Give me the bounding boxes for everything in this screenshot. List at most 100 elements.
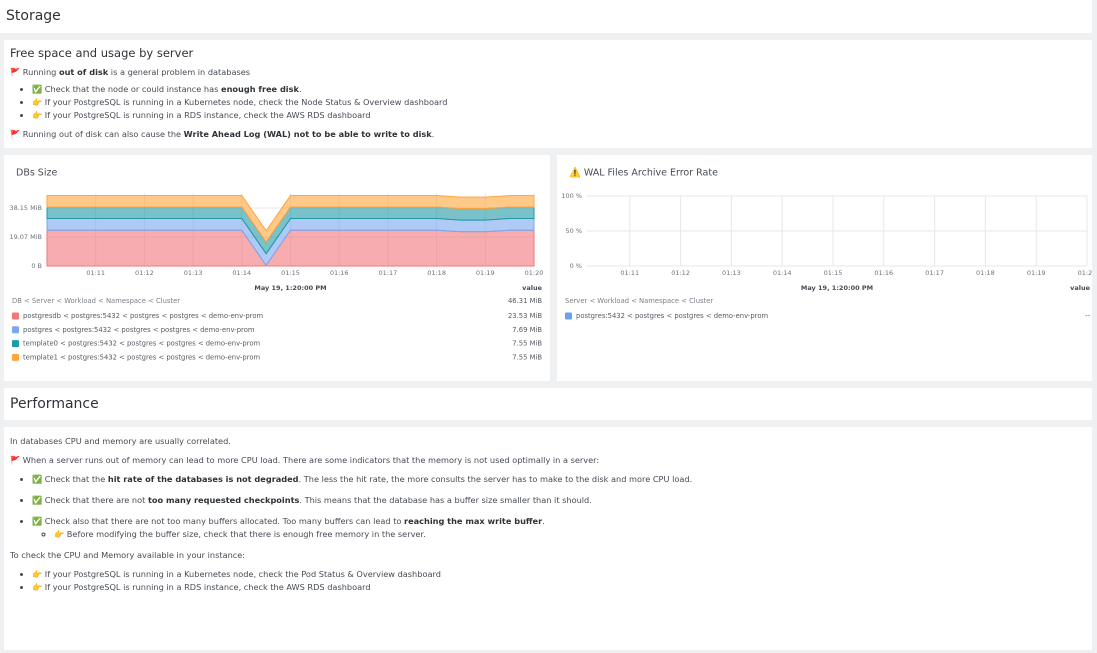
legend-value-header: value (1070, 284, 1090, 292)
chart-title: ⚠️ WAL Files Archive Error Rate (569, 167, 718, 179)
list-item: 👉 If your PostgreSQL is running in a Kub… (32, 96, 1086, 109)
bold-text: enough free disk (221, 84, 299, 94)
list-item: 👉 If your PostgreSQL is running in a Kub… (32, 568, 1086, 581)
legend-label: postgres < postgres:5432 < postgres < po… (23, 326, 255, 334)
legend-value: 7.69 MiB (512, 326, 542, 334)
list-item: ✅ Check that the node or could instance … (32, 83, 1086, 96)
text: ✅ Check that there are not (32, 495, 148, 505)
text: 👉 Before modifying the buffer size, chec… (54, 529, 426, 539)
text: is a general problem in databases (108, 67, 251, 77)
x-tick-label: 01:12 (135, 269, 154, 277)
x-tick-label: 01:15 (824, 269, 843, 277)
chart-title: DBs Size (16, 168, 57, 179)
list: ✅ Check that the hit rate of the databas… (10, 473, 1086, 541)
legend-swatch (12, 353, 19, 361)
x-tick-label: 01:12 (671, 269, 690, 277)
bold-text: hit rate of the databases is not degrade… (107, 474, 299, 484)
x-tick-label: 01:19 (476, 269, 495, 277)
dbs-size-panel: DBs Size 0 B 19.07 MiB 38.15 MiB 01:11 01:12 0… (4, 155, 550, 381)
list-item: 👉 If your PostgreSQL is running in a RDS… (32, 109, 1086, 122)
text: 🚩 Running (10, 67, 59, 77)
x-tick-label: 01:19 (1027, 269, 1046, 277)
bold-text: Write Ahead Log (WAL) not to be able to … (183, 129, 432, 139)
text: . (431, 129, 435, 139)
x-axis-label: May 19, 1:20:00 PM (801, 284, 873, 292)
paragraph: 🚩 When a server runs out of memory can l… (10, 454, 1086, 467)
text: In databases CPU and memory are usually … (10, 436, 231, 446)
x-tick-label: 01:18 (976, 269, 995, 277)
x-tick-label: 01:16 (330, 269, 349, 277)
y-tick-label: 38.15 MiB (9, 204, 42, 212)
legend-value: 7.55 MiB (512, 353, 542, 361)
chart: DBs Size 0 B 19.07 MiB 38.15 MiB 01:11 01:12 0… (9, 168, 544, 362)
performance-panel: In databases CPU and memory are usually … (4, 427, 1092, 650)
paragraph: 🚩 Running out of disk is a general probl… (10, 66, 1086, 79)
text: 👉 If your PostgreSQL is running in a Kub… (32, 569, 441, 579)
wal-panel: ⚠️ WAL Files Archive Error Rate 0 % 50 % 10… (557, 155, 1092, 381)
text: ✅ Check that the node or could instance … (32, 84, 222, 94)
list-item: 👉 Before modifying the buffer size, chec… (54, 528, 1086, 541)
x-tick-label: 01:20 (525, 269, 544, 277)
sub-list: 👉 Before modifying the buffer size, chec… (32, 528, 1086, 541)
text: To check the CPU and Memory available in… (10, 550, 246, 560)
y-tick-label: 50 % (565, 227, 582, 235)
area (46, 229, 535, 267)
area (46, 195, 535, 244)
x-axis-label: May 19, 1:20:00 PM (254, 284, 326, 292)
row-title: Performance (10, 396, 99, 412)
panel-title: Free space and usage by server (10, 46, 194, 60)
x-tick-label: 01:15 (281, 269, 300, 277)
x-tick-label: 01:11 (620, 269, 639, 277)
y-tick-label: 0 % (570, 262, 582, 270)
text: 👉 If your PostgreSQL is running in a Kub… (32, 97, 448, 107)
paragraph: In databases CPU and memory are usually … (10, 435, 1086, 448)
bold-text: reaching the max write buffer (404, 516, 543, 526)
x-tick-label: 01:14 (773, 269, 792, 277)
text: 👉 If your PostgreSQL is running in a RDS… (32, 110, 371, 120)
bold-text: out of disk (58, 67, 109, 77)
legend-swatch (12, 312, 19, 320)
legend-value-header: value (522, 284, 542, 292)
text: . The less the hit rate, the more consul… (298, 474, 693, 484)
list-item: ✅ Check that there are not too many requ… (32, 494, 1086, 507)
paragraph: To check the CPU and Memory available in… (10, 549, 1086, 562)
x-tick-label: 01:13 (722, 269, 741, 277)
legend-label: template0 < postgres:5432 < postgres < p… (23, 340, 260, 348)
y-tick-label: 100 % (561, 192, 582, 200)
y-tick-label: 19.07 MiB (9, 233, 42, 241)
storage-row[interactable]: Storage (0, 0, 1092, 33)
y-tick-label: 0 B (31, 262, 42, 270)
legend-value: 7.55 MiB (512, 340, 542, 348)
x-tick-label: 01:13 (184, 269, 203, 277)
legend-value: -- (1085, 312, 1090, 320)
row-title: Storage (6, 8, 61, 24)
x-tick-label: 01:11 (86, 269, 105, 277)
text: . (298, 84, 302, 94)
text: ✅ Check that the (32, 474, 108, 484)
legend-header: DB < Server < Workload < Namespace < Clu… (12, 297, 180, 305)
panel-body: 🚩 Running out of disk is a general probl… (10, 66, 1086, 141)
legend-swatch (12, 326, 19, 334)
x-tick-label: 01:17 (925, 269, 944, 277)
paragraph: 🚩 Running out of disk can also cause the… (10, 128, 1086, 141)
x-tick-label: 01:16 (874, 269, 893, 277)
text: 🚩 Running out of disk can also cause the (10, 129, 184, 139)
panel-body: In databases CPU and memory are usually … (10, 435, 1086, 594)
text: . (542, 516, 545, 526)
x-tick-label: 01:20 (1078, 269, 1092, 277)
text: ✅ Check also that there are not too many… (32, 516, 405, 526)
performance-row[interactable]: Performance (4, 388, 1092, 420)
legend-label: postgresdb < postgres:5432 < postgres < … (23, 312, 263, 320)
text: . This means that the database has a buf… (299, 495, 592, 505)
x-tick-label: 01:18 (427, 269, 446, 277)
chart: ⚠️ WAL Files Archive Error Rate 0 % 50 % 10… (561, 167, 1092, 321)
list-item: ✅ Check also that there are not too many… (32, 515, 1086, 541)
legend-label: postgres:5432 < postgres < postgres < de… (576, 312, 768, 320)
x-tick-label: 01:14 (232, 269, 251, 277)
legend-header: Server < Workload < Namespace < Cluster (565, 297, 713, 305)
list-item: ✅ Check that the hit rate of the databas… (32, 473, 1086, 486)
text: 🚩 When a server runs out of memory can l… (10, 455, 600, 465)
free-space-panel: Free space and usage by server 🚩 Running… (4, 40, 1092, 148)
bold-text: too many requested checkpoints (147, 495, 300, 505)
